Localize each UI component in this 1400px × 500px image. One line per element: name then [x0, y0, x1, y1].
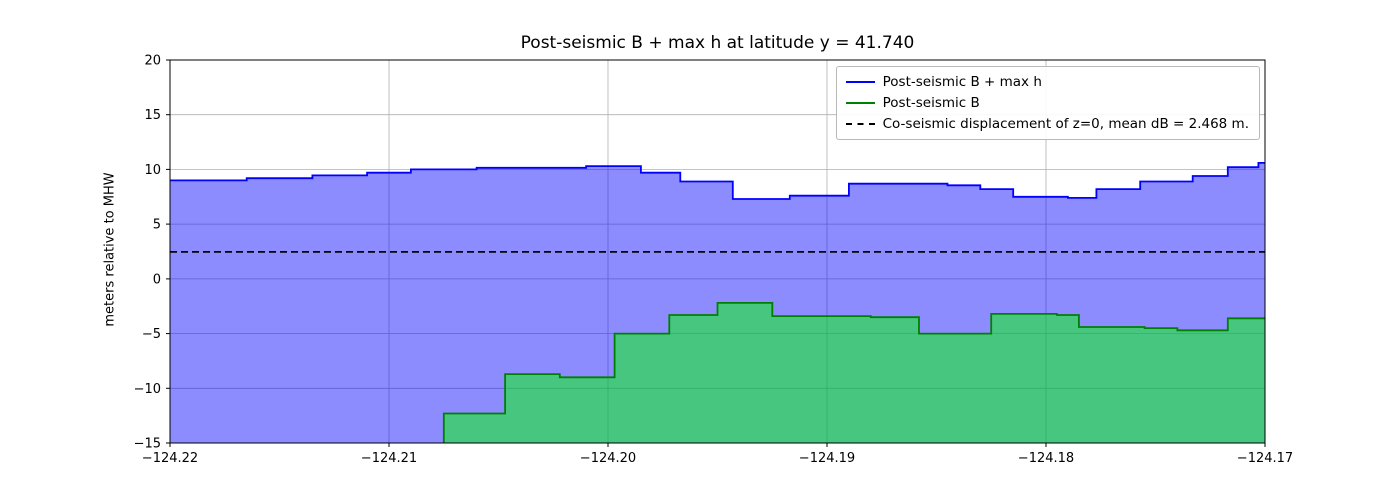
legend-item-dashed: Co-seismic displacement of z=0, mean dB …	[845, 116, 1249, 132]
legend-line-swatch-green	[845, 102, 875, 104]
chart-title: Post-seismic B + max h at latitude y = 4…	[520, 33, 915, 53]
legend-item-blue: Post-seismic B + max h	[845, 74, 1249, 90]
axes-frame	[169, 59, 1266, 444]
y-tick-label: 5	[153, 218, 161, 233]
legend-label-dashed: Co-seismic displacement of z=0, mean dB …	[882, 116, 1249, 132]
x-tick-label: −124.21	[361, 451, 417, 466]
y-tick-label: 15	[144, 108, 161, 123]
legend-line-swatch-blue	[845, 81, 875, 83]
legend-line-swatch-dashed	[845, 123, 875, 125]
legend-label-blue: Post-seismic B + max h	[882, 74, 1042, 90]
legend: Post-seismic B + max h Post-seismic B Co…	[835, 66, 1260, 140]
legend-label-green: Post-seismic B	[882, 95, 980, 111]
series-post-seismic-b-plus-max-h-line	[170, 162, 1265, 200]
series-post-seismic-b-fill	[443, 302, 1265, 443]
x-tick-label: −124.17	[1237, 451, 1293, 466]
y-axis-label: meters relative to MHW	[102, 172, 118, 327]
x-tick-label: −124.22	[142, 451, 198, 466]
y-tick-label: 10	[144, 163, 161, 178]
y-tick-label: 0	[153, 272, 161, 287]
y-tick-label: 20	[144, 54, 161, 69]
y-tick-label: −15	[134, 437, 161, 452]
legend-item-green: Post-seismic B	[845, 95, 1249, 111]
x-tick-label: −124.19	[799, 451, 855, 466]
y-tick-label: −10	[134, 382, 161, 397]
x-tick-label: −124.20	[580, 451, 636, 466]
series-post-seismic-b-line	[442, 302, 1265, 443]
x-tick-label: −124.18	[1018, 451, 1074, 466]
y-tick-label: −5	[142, 327, 161, 342]
